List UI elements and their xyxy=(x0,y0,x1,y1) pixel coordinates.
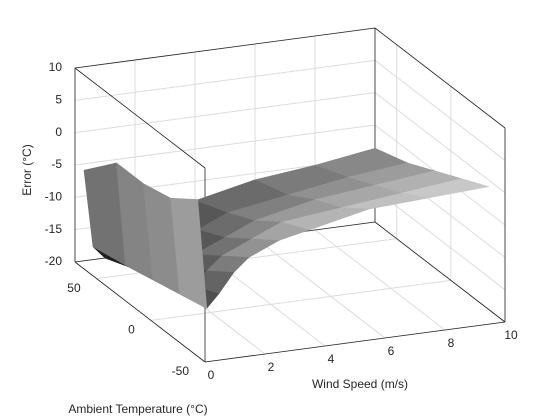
grid-line xyxy=(374,59,506,161)
grid-line xyxy=(150,279,451,321)
grid-line xyxy=(374,189,506,291)
grid-line xyxy=(74,59,376,101)
x-tick-label: 4 xyxy=(328,352,335,366)
y-tick-label: 0 xyxy=(128,323,135,337)
x-tick-label: 8 xyxy=(448,336,455,350)
axis-box-edge xyxy=(374,27,506,129)
z-tick-label: -15 xyxy=(45,222,63,236)
axis-box-edge xyxy=(74,27,376,69)
x-tick-label: 6 xyxy=(388,344,395,358)
grid-line xyxy=(374,92,506,194)
x-tick-label: 0 xyxy=(208,368,215,382)
axis-box-edge xyxy=(204,321,506,363)
z-tick-label: -10 xyxy=(45,190,63,204)
x-tick-label: 2 xyxy=(268,360,275,374)
axis-box-edge xyxy=(74,261,206,363)
z-tick-label: 10 xyxy=(49,60,63,74)
x-tick-label: 10 xyxy=(504,328,518,342)
grid-line xyxy=(74,124,376,166)
z-tick-label: -5 xyxy=(51,157,62,171)
surface-patch xyxy=(170,197,208,309)
y-axis-label: Ambient Temperature (°C) xyxy=(68,402,207,416)
z-tick-label: -20 xyxy=(45,254,63,268)
surface xyxy=(83,147,489,309)
x-axis-label: Wind Speed (m/s) xyxy=(312,377,408,391)
grid-line xyxy=(254,237,386,339)
y-tick-label: 50 xyxy=(67,281,81,295)
axis-box-edge xyxy=(374,221,506,323)
z-tick-label: 0 xyxy=(55,125,62,139)
z-axis-label: Error (°C) xyxy=(20,144,34,195)
grid-line xyxy=(314,229,446,331)
axis-box-edge xyxy=(74,67,206,169)
grid-line xyxy=(74,92,376,134)
y-tick-label: -50 xyxy=(172,364,190,378)
z-tick-label: 5 xyxy=(55,93,62,107)
